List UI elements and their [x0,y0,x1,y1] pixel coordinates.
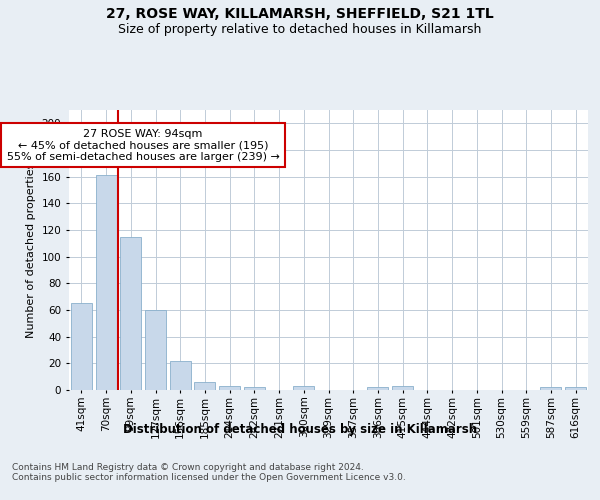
Bar [293,386,314,390]
Bar [95,176,116,390]
Bar [170,360,191,390]
Text: Contains HM Land Registry data © Crown copyright and database right 2024.
Contai: Contains HM Land Registry data © Crown c… [12,462,406,482]
Text: Size of property relative to detached houses in Killamarsh: Size of property relative to detached ho… [118,22,482,36]
Bar [219,386,240,390]
Bar [194,382,215,390]
Y-axis label: Number of detached properties: Number of detached properties [26,162,36,338]
Bar [392,386,413,390]
Text: 27 ROSE WAY: 94sqm
← 45% of detached houses are smaller (195)
55% of semi-detach: 27 ROSE WAY: 94sqm ← 45% of detached hou… [7,128,280,162]
Text: 27, ROSE WAY, KILLAMARSH, SHEFFIELD, S21 1TL: 27, ROSE WAY, KILLAMARSH, SHEFFIELD, S21… [106,8,494,22]
Bar [565,388,586,390]
Bar [120,236,141,390]
Bar [71,304,92,390]
Bar [244,388,265,390]
Bar [367,388,388,390]
Text: Distribution of detached houses by size in Killamarsh: Distribution of detached houses by size … [123,422,477,436]
Bar [541,388,562,390]
Bar [145,310,166,390]
